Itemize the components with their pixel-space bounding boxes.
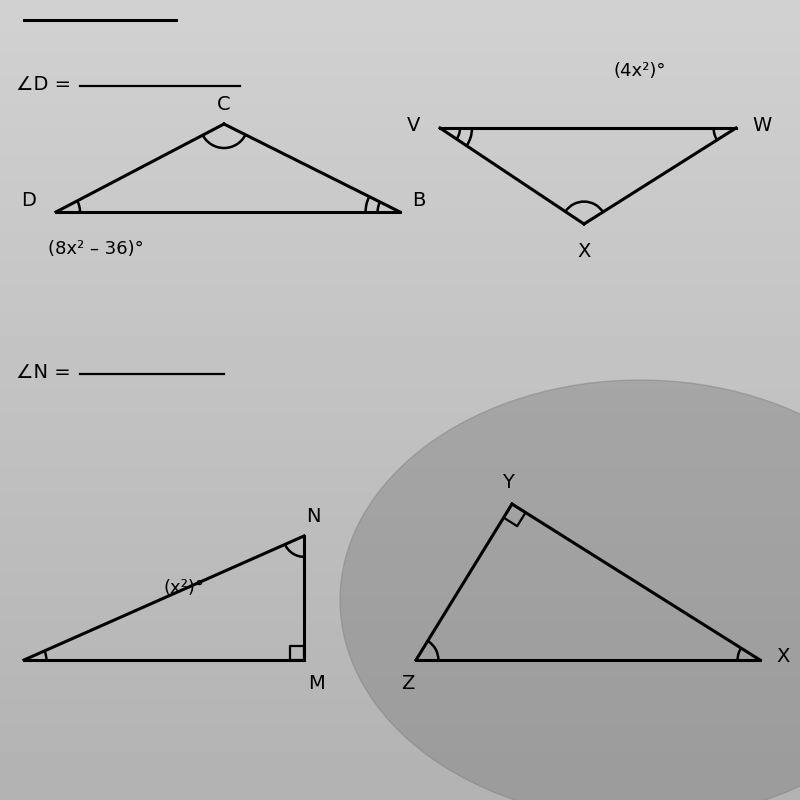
Text: (4x²)°: (4x²)° <box>614 62 666 80</box>
Text: B: B <box>412 190 426 210</box>
Ellipse shape <box>340 380 800 800</box>
Text: ∠N =: ∠N = <box>16 362 70 382</box>
Text: X: X <box>776 646 790 666</box>
Text: N: N <box>306 507 321 526</box>
Text: C: C <box>217 95 231 114</box>
Text: X: X <box>578 242 590 261</box>
Text: M: M <box>308 674 324 694</box>
Text: D: D <box>21 190 36 210</box>
Text: (x²)°: (x²)° <box>163 579 205 597</box>
Text: ∠D =: ∠D = <box>16 74 71 94</box>
Text: (8x² – 36)°: (8x² – 36)° <box>48 240 144 258</box>
Text: V: V <box>406 116 420 135</box>
Text: Y: Y <box>502 473 514 492</box>
Text: Z: Z <box>402 674 414 694</box>
Text: W: W <box>752 116 771 135</box>
